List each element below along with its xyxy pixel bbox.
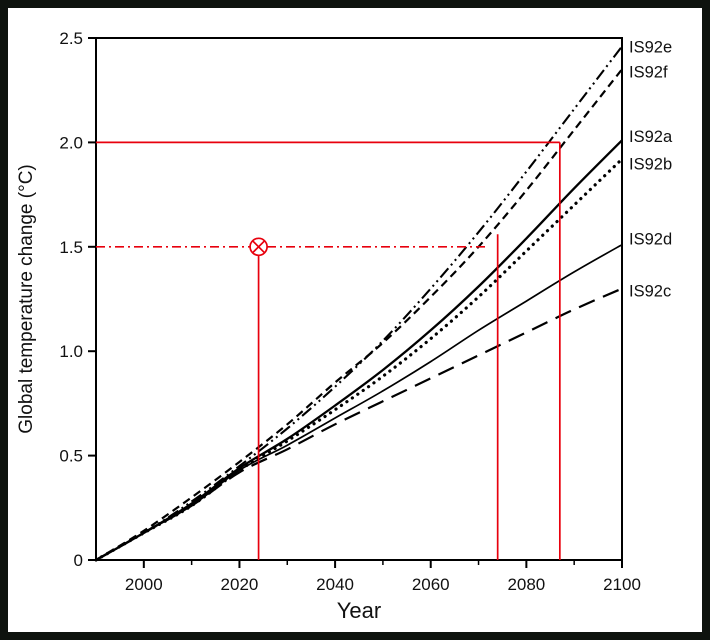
series-label-IS92a: IS92a [629,128,673,146]
y-tick-label: 0 [74,551,83,570]
series-label-IS92d: IS92d [629,230,672,248]
series-curve-IS92e [95,45,623,561]
x-tick-label: 2000 [125,575,163,594]
plot-area: 2000 2020 2040 2060 2080 2100 0 0.5 1.0 1.5 2.0 2.5… [59,29,673,594]
y-tick-label: 2.0 [59,133,83,152]
series-label-IS92b: IS92b [629,155,672,173]
series-curve-IS92c [95,287,623,561]
axes-frame [95,37,623,561]
x-axis-label: Year [337,598,381,623]
x-tick-label: 2060 [412,575,450,594]
chart-svg: 2000 2020 2040 2060 2080 2100 0 0.5 1.0 1.5 2.0 2.5… [16,29,673,623]
x-tick-label: 2100 [603,575,641,594]
y-tick-label: 0.5 [59,447,83,466]
series-curve-IS92a [95,139,623,562]
y-tick-label: 1.5 [59,238,83,257]
y-axis-label: Global temperature change (°C) [16,164,37,434]
x-tick-label: 2080 [507,575,545,594]
y-tick-label: 1.0 [59,342,83,361]
series-curve-IS92f [95,68,623,561]
circle-x-marker-stroke [251,240,266,254]
y-tick-label: 2.5 [59,29,83,48]
series-curve-IS92b [94,157,624,562]
x-tick-label: 2040 [316,575,354,594]
series-label-IS92c: IS92c [629,283,671,301]
x-tick-label: 2020 [221,575,259,594]
series-label-IS92e: IS92e [629,38,672,56]
series-label-IS92f: IS92f [629,63,668,81]
